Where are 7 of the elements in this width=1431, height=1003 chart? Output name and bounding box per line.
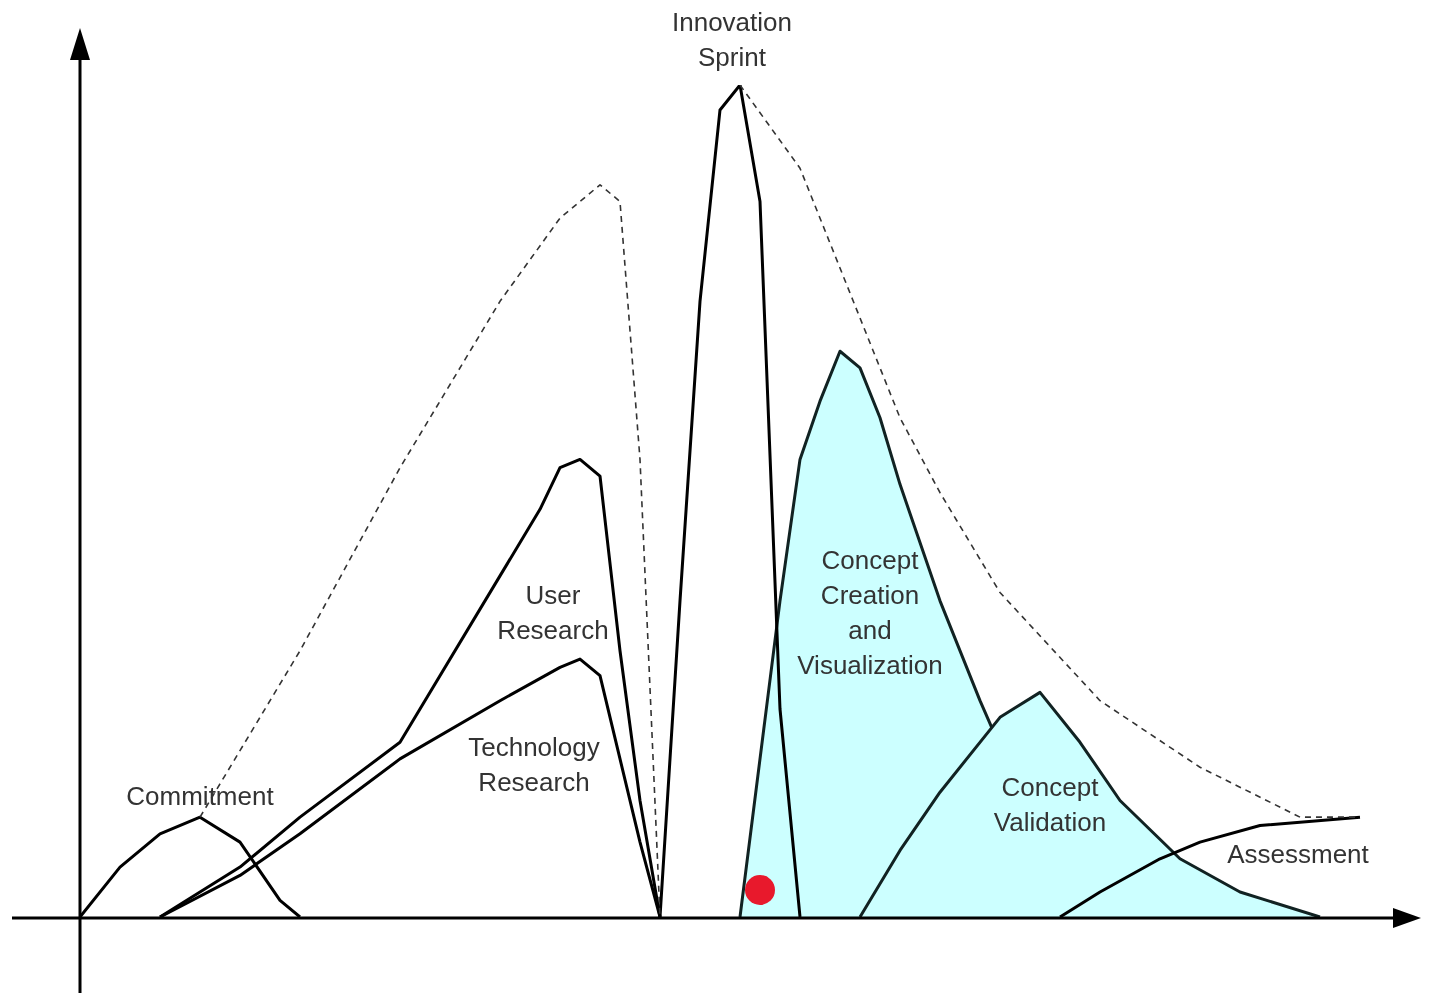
- series-label: Innovation Sprint: [672, 7, 792, 72]
- series-label: User Research: [497, 580, 609, 645]
- series-label: Concept Validation: [993, 772, 1107, 837]
- series-label: Concept Creation and Visualization: [797, 545, 943, 680]
- series-label: Assessment: [1227, 839, 1370, 869]
- series-label: Technology Research: [468, 732, 600, 797]
- series-label: Commitment: [126, 781, 275, 811]
